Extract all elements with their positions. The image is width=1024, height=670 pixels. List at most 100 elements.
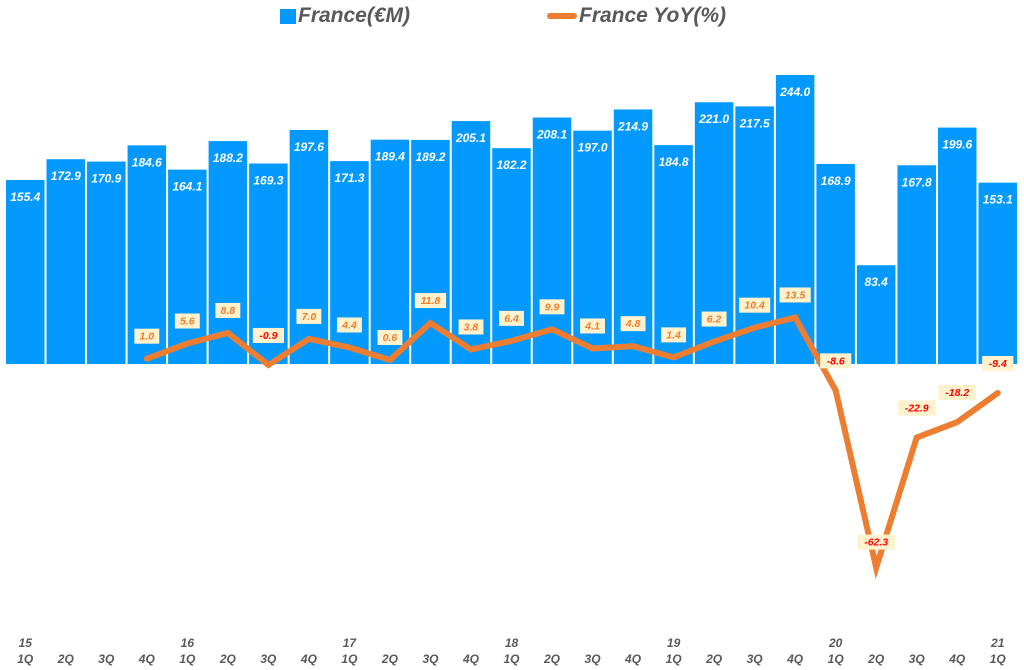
bar <box>289 129 329 364</box>
yoy-value-label: -62.3 <box>864 537 888 549</box>
x-tick-quarter: 2Q <box>219 652 237 666</box>
bar <box>6 179 45 364</box>
chart-legend: France(€M) France YoY(%) <box>0 2 1024 32</box>
x-tick-quarter: 2Q <box>543 652 561 666</box>
bar-value-label: 244.0 <box>779 85 810 99</box>
bar-value-label: 221.0 <box>698 112 729 126</box>
yoy-label-box <box>336 317 362 333</box>
x-tick-quarter: 3Q <box>98 652 115 666</box>
yoy-value-label: 0.6 <box>383 332 398 344</box>
x-tick-quarter: 1Q <box>341 652 358 666</box>
yoy-value-label: 1.4 <box>666 329 681 341</box>
yoy-value-label: 13.5 <box>785 289 806 301</box>
x-tick-year: 18 <box>505 636 519 650</box>
yoy-value-label: -8.6 <box>827 355 845 367</box>
bar <box>978 182 1017 364</box>
x-tick-quarter: 1Q <box>990 652 1007 666</box>
bar-value-label: 171.3 <box>334 171 364 185</box>
x-axis: 1Q 15 2Q 3Q 4Q 1Q 16 2Q 3Q 4Q 1Q 17 2Q 3Q 4Q 1Q 18 2Q 3Q 4Q… <box>17 636 1006 666</box>
yoy-label-box <box>982 356 1014 372</box>
bar-value-label: 214.9 <box>617 119 648 133</box>
x-tick-year: 16 <box>181 636 195 650</box>
bar <box>208 141 248 364</box>
x-tick-year: 17 <box>343 636 358 650</box>
yoy-value-label: 6.2 <box>707 314 722 326</box>
legend-line-label: France YoY(%) <box>579 4 727 27</box>
yoy-value-label: 1.0 <box>140 331 155 343</box>
bar <box>330 161 369 364</box>
yoy-label-box <box>414 293 447 309</box>
yoy-label-box <box>661 327 687 343</box>
bar <box>897 165 936 364</box>
yoy-label-box <box>779 287 811 303</box>
yoy-label-box <box>458 319 484 335</box>
x-tick-quarter: 4Q <box>300 652 318 666</box>
x-tick-year: 19 <box>667 636 681 650</box>
x-tick-quarter: 3Q <box>747 652 764 666</box>
bar <box>168 169 207 364</box>
yoy-value-label: 9.9 <box>545 301 560 313</box>
x-tick-quarter: 4Q <box>624 652 642 666</box>
yoy-label-box <box>499 310 524 326</box>
bar-value-label: 155.4 <box>10 190 40 204</box>
yoy-label-box <box>134 328 160 344</box>
x-tick-quarter: 4Q <box>948 652 966 666</box>
bar <box>937 127 977 364</box>
yoy-label-box <box>377 330 403 346</box>
bar-value-label: 199.6 <box>942 138 972 152</box>
yoy-value-label: 4.4 <box>341 319 357 331</box>
x-tick-quarter: 1Q <box>666 652 683 666</box>
bar <box>127 145 167 364</box>
yoy-value-label: 7.0 <box>302 311 317 323</box>
x-tick-quarter: 1Q <box>828 652 845 666</box>
yoy-value-label: 4.8 <box>625 318 641 330</box>
x-tick-quarter: 2Q <box>57 652 75 666</box>
bar-value-label: 208.1 <box>536 128 567 142</box>
bar-value-label: 153.1 <box>983 193 1013 207</box>
bar-value-label: 184.8 <box>659 155 689 169</box>
x-tick-quarter: 3Q <box>909 652 926 666</box>
x-tick-quarter: 4Q <box>462 652 480 666</box>
line-swatch-icon <box>547 13 577 19</box>
bar-value-label: 197.0 <box>578 141 608 155</box>
bar-value-label: 184.6 <box>132 155 162 169</box>
x-tick-quarter: 2Q <box>705 652 723 666</box>
yoy-label-box <box>701 311 727 327</box>
yoy-value-label: -18.2 <box>945 387 969 399</box>
bar <box>856 265 896 364</box>
yoy-label-box <box>296 308 322 324</box>
bar <box>46 159 86 364</box>
yoy-label-box <box>620 316 646 332</box>
yoy-label-box <box>938 385 976 401</box>
bar <box>87 161 126 364</box>
yoy-value-label: 10.4 <box>744 300 765 312</box>
yoy-value-label: -0.9 <box>259 330 277 342</box>
bar-value-label: 170.9 <box>91 172 121 186</box>
x-tick-quarter: 1Q <box>17 652 34 666</box>
bar-series: 155.4 172.9 170.9 184.6 164.1 188.2 169.3 197.6… <box>6 75 1017 365</box>
yoy-label-box <box>739 297 771 313</box>
x-tick-quarter: 4Q <box>786 652 804 666</box>
bar-value-label: 189.2 <box>415 150 445 164</box>
bar <box>370 139 410 364</box>
bar-value-label: 169.3 <box>253 173 283 187</box>
x-tick-year: 20 <box>828 636 843 650</box>
x-tick-year: 21 <box>990 636 1005 650</box>
yoy-label-box <box>897 400 936 416</box>
yoy-value-label: 4.1 <box>584 320 600 332</box>
yoy-value-label: 6.4 <box>504 313 519 325</box>
x-tick-quarter: 4Q <box>138 652 156 666</box>
yoy-label-box <box>857 534 895 550</box>
legend-bar-label: France(€M) <box>298 4 411 27</box>
yoy-value-label: 11.8 <box>421 295 441 307</box>
bar-value-label: 197.6 <box>294 140 324 154</box>
legend-item-line: France YoY(%) <box>547 4 726 28</box>
x-tick-quarter: 3Q <box>585 652 602 666</box>
yoy-line <box>143 313 1001 580</box>
x-tick-quarter: 3Q <box>422 652 439 666</box>
x-tick-quarter: 1Q <box>503 652 520 666</box>
bar-value-label: 168.9 <box>821 174 851 188</box>
bar-value-label: 83.4 <box>865 275 889 289</box>
bar-value-label: 172.9 <box>51 169 81 183</box>
